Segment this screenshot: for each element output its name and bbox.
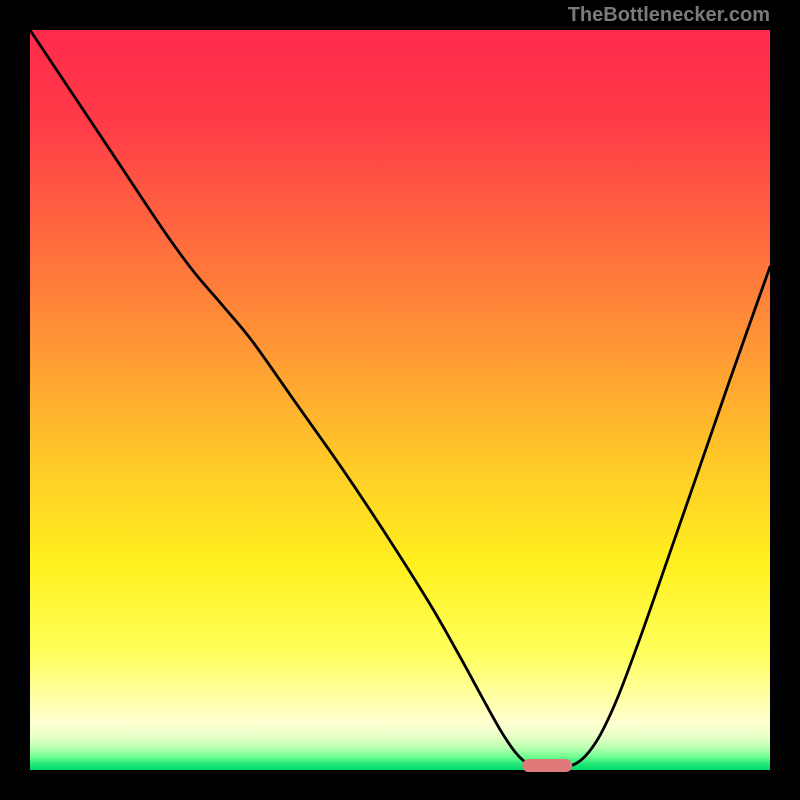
bottleneck-chart bbox=[0, 0, 800, 800]
watermark-text: TheBottlenecker.com bbox=[568, 4, 770, 27]
chart-stage: TheBottlenecker.com bbox=[0, 0, 800, 800]
optimal-marker bbox=[522, 759, 572, 772]
